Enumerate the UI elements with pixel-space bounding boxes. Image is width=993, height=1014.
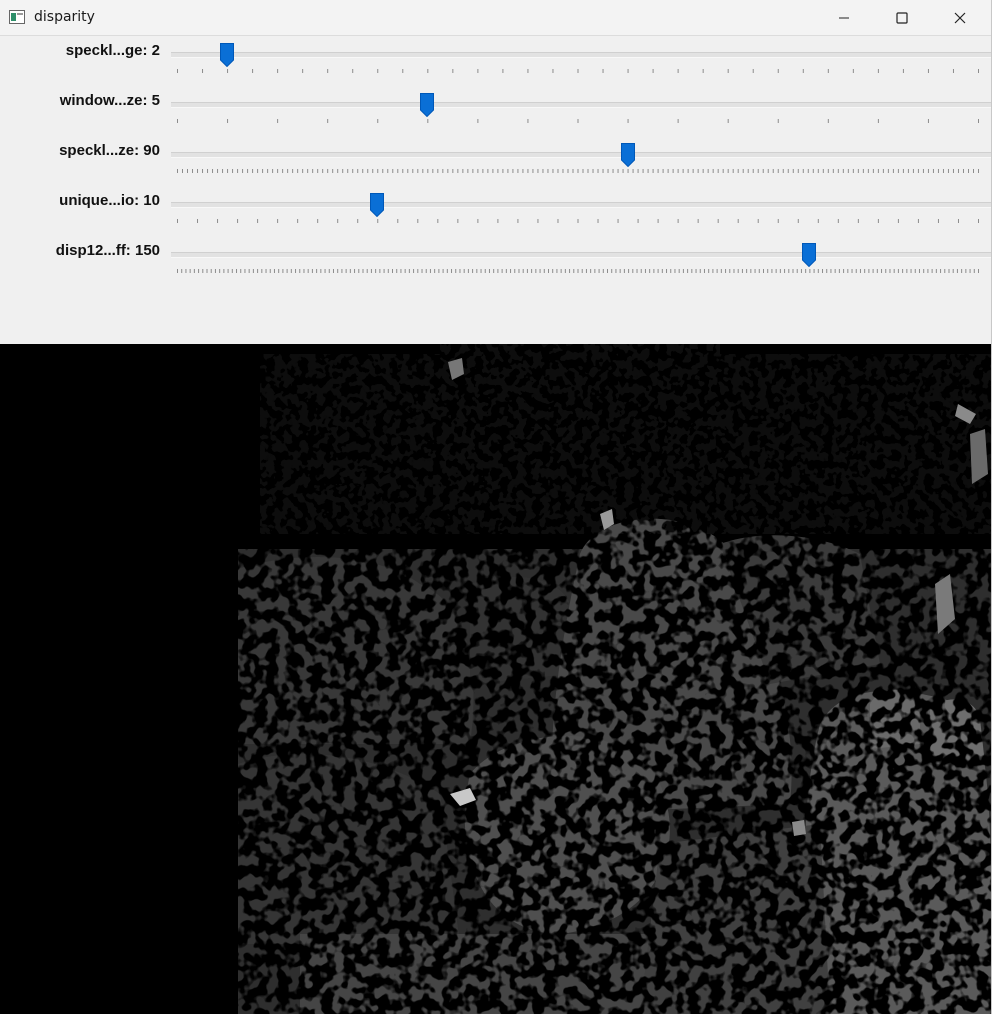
trackbar-label: unique...io: 10 (59, 192, 160, 209)
trackbar-ticks (177, 169, 979, 173)
window-title: disparity (34, 9, 95, 25)
maximize-icon (896, 12, 908, 24)
trackbar-label: speckl...ge: 2 (65, 42, 160, 59)
trackbar-track[interactable] (171, 202, 991, 208)
trackbar-label: window...ze: 5 (59, 92, 160, 109)
trackbar-thumb[interactable] (370, 193, 385, 217)
close-button[interactable] (931, 0, 989, 36)
disparity-map (0, 344, 991, 1014)
close-icon (954, 12, 966, 24)
title-bar[interactable]: disparity (0, 0, 991, 36)
trackbar-panel: speckl...ge: 2 window...ze: 5 speckl...z… (0, 37, 991, 344)
app-icon (9, 10, 25, 24)
disparity-image (0, 344, 991, 1014)
trackbar-label: disp12...ff: 150 (55, 242, 160, 259)
trackbar-window-size: window...ze: 5 (0, 87, 991, 137)
trackbar-label: speckl...ze: 90 (59, 142, 160, 159)
trackbar-ticks (177, 219, 979, 223)
trackbar-ticks (177, 69, 979, 73)
trackbar-thumb[interactable] (220, 43, 235, 67)
trackbar-ticks (177, 269, 979, 273)
trackbar-track[interactable] (171, 102, 991, 108)
trackbar-uniqueness-ratio: unique...io: 10 (0, 187, 991, 237)
trackbar-track[interactable] (171, 52, 991, 58)
maximize-button[interactable] (873, 0, 931, 36)
minimize-icon (839, 17, 849, 19)
trackbar-ticks (177, 119, 979, 123)
trackbar-thumb[interactable] (620, 143, 635, 167)
trackbar-speckle-range: speckl...ge: 2 (0, 37, 991, 87)
minimize-button[interactable] (815, 0, 873, 36)
trackbar-speckle-size: speckl...ze: 90 (0, 137, 991, 187)
trackbar-thumb[interactable] (420, 93, 435, 117)
trackbar-track[interactable] (171, 152, 991, 158)
trackbar-disp12-maxdiff: disp12...ff: 150 (0, 237, 991, 287)
trackbar-track[interactable] (171, 252, 991, 258)
trackbar-thumb[interactable] (802, 243, 817, 267)
